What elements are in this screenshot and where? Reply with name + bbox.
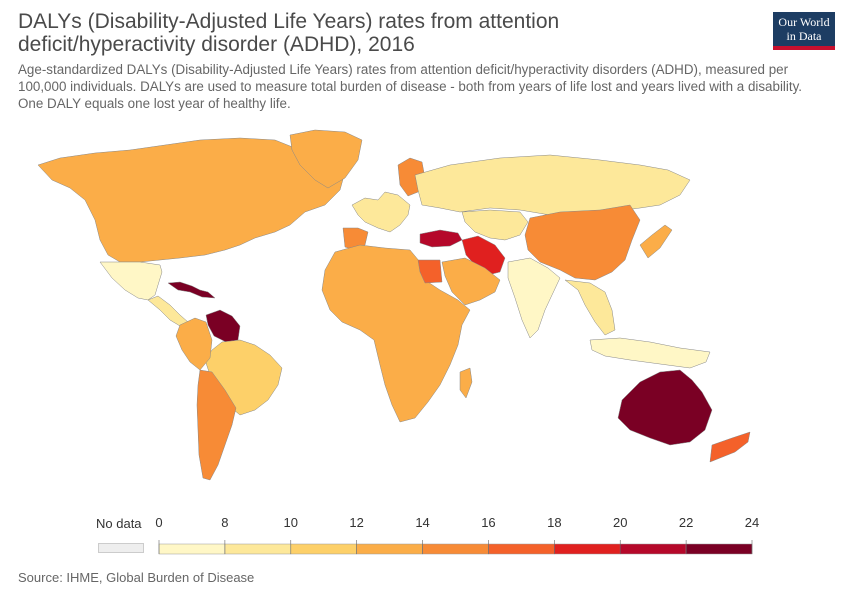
legend-tick-label: 20 xyxy=(613,515,627,530)
region-arabian-peninsula[interactable] xyxy=(441,257,501,306)
legend-nodata-label: No data xyxy=(96,516,142,531)
region-caribbean[interactable] xyxy=(167,281,216,299)
region-mexico[interactable] xyxy=(99,261,163,301)
legend-bin-14-16[interactable] xyxy=(422,543,489,555)
region-southeast-asia[interactable] xyxy=(564,279,616,336)
legend-tick-label: 10 xyxy=(284,515,298,530)
region-argentina-and-chile[interactable] xyxy=(196,369,237,481)
legend-bin-18-20[interactable] xyxy=(554,543,621,555)
region-central-asia[interactable] xyxy=(461,209,529,241)
region-russia[interactable] xyxy=(414,154,691,219)
legend-bin-8-10[interactable] xyxy=(224,543,292,555)
source-note: Source: IHME, Global Burden of Disease xyxy=(18,570,255,585)
legend-bin-0-8[interactable] xyxy=(158,543,226,555)
chart-subtitle: Age-standardized DALYs (Disability-Adjus… xyxy=(18,62,803,111)
legend-nodata-swatch[interactable] xyxy=(98,543,144,553)
region-iran[interactable] xyxy=(461,235,506,276)
region-spain[interactable] xyxy=(342,227,369,251)
region-australia[interactable] xyxy=(617,369,713,446)
region-greenland[interactable] xyxy=(289,129,363,189)
world-map[interactable] xyxy=(0,125,850,510)
region-new-zealand[interactable] xyxy=(709,431,751,463)
legend-tick-label: 18 xyxy=(547,515,561,530)
region-egypt[interactable] xyxy=(417,259,443,284)
region-north-america[interactable] xyxy=(37,137,346,263)
legend-tick-label: 22 xyxy=(679,515,693,530)
legend-tick-label: 8 xyxy=(221,515,228,530)
legend-tick-label: 0 xyxy=(155,515,162,530)
region-turkey[interactable] xyxy=(419,229,463,248)
legend-tick-label: 24 xyxy=(745,515,759,530)
region-madagascar[interactable] xyxy=(459,367,473,399)
legend-bin-16-18[interactable] xyxy=(488,543,555,555)
chart-title: DALYs (Disability-Adjusted Life Years) r… xyxy=(18,10,560,56)
legend-bin-22-24[interactable] xyxy=(685,543,753,555)
legend-tick-label: 12 xyxy=(349,515,363,530)
region-china[interactable] xyxy=(524,204,641,281)
color-legend: 0 8 10 12 14 16 18 20 22 24 xyxy=(155,515,759,555)
region-central-america[interactable] xyxy=(147,295,189,327)
owid-logo[interactable]: Our World in Data xyxy=(773,12,835,50)
region-indonesia[interactable] xyxy=(589,337,711,369)
region-india[interactable] xyxy=(507,257,561,339)
legend-bin-12-14[interactable] xyxy=(356,543,423,555)
logo-line-1: Our World xyxy=(778,15,830,29)
legend-bin-20-22[interactable] xyxy=(619,543,687,555)
logo-line-2: in Data xyxy=(786,29,822,43)
region-western-europe[interactable] xyxy=(351,191,411,233)
region-japan[interactable] xyxy=(639,224,673,259)
legend-bin-10-12[interactable] xyxy=(290,543,357,555)
legend-tick-label: 16 xyxy=(481,515,495,530)
region-colombia-and-peru[interactable] xyxy=(175,317,213,371)
legend-tick-label: 14 xyxy=(415,515,429,530)
